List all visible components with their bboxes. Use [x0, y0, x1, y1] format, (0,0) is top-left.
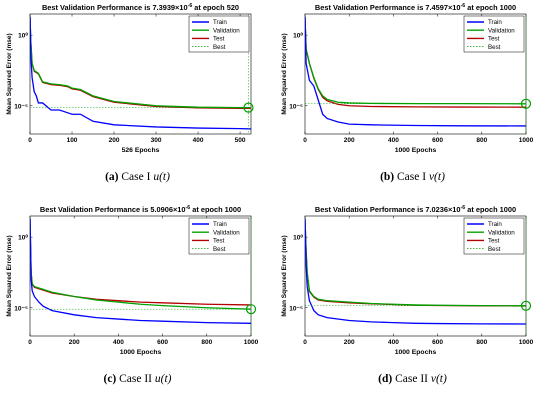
- caption-text: Case II: [392, 373, 431, 385]
- caption-text: Case I: [394, 171, 429, 183]
- chart-title: Best Validation Performance is 7.0236×10…: [315, 205, 516, 214]
- x-axis-label: 1000 Epochs: [395, 147, 437, 154]
- legend-label-validation: Validation: [213, 27, 240, 34]
- series-line-train: [305, 16, 526, 127]
- x-tick-label: 600: [432, 339, 443, 346]
- figure-caption: (d) Case II v(t): [275, 373, 550, 385]
- x-tick-label: 0: [303, 137, 307, 144]
- x-tick-label: 0: [28, 137, 32, 144]
- best-marker: [245, 304, 257, 315]
- y-axis-label: Mean Squared Error (mse): [6, 235, 13, 316]
- legend-label-validation: Validation: [213, 229, 240, 236]
- legend-label-train: Train: [488, 19, 502, 26]
- y-tick-label: 10⁻⁵: [14, 305, 28, 312]
- x-tick-label: 200: [344, 339, 355, 346]
- figure-caption: (a) Case I u(t): [0, 171, 275, 183]
- legend-label-test: Test: [488, 36, 500, 43]
- caption-label: (b): [380, 171, 395, 183]
- y-tick-label: 10⁰: [18, 234, 28, 242]
- chart-title: Best Validation Performance is 5.0906×10…: [40, 205, 241, 214]
- caption-label: (c): [103, 373, 117, 385]
- x-tick-label: 200: [344, 137, 355, 144]
- y-tick-label: 10⁰: [293, 234, 303, 242]
- x-tick-label: 0: [28, 339, 32, 346]
- caption-math: v(t): [428, 171, 445, 183]
- figure-caption: (c) Case II u(t): [0, 373, 275, 385]
- legend-label-best: Best: [488, 246, 501, 253]
- caption-text: Case II: [116, 373, 155, 385]
- series-line-validation: [305, 218, 526, 307]
- best-marker: [520, 300, 532, 311]
- caption-label: (d): [378, 373, 393, 385]
- y-tick-label: 10⁻⁵: [289, 305, 303, 312]
- best-marker: [243, 102, 254, 113]
- x-tick-label: 500: [235, 137, 246, 144]
- chart-panel-1: Best Validation Performance is 7.3939×10…: [6, 3, 254, 154]
- legend-label-best: Best: [213, 246, 226, 253]
- y-tick-label: 10⁰: [293, 32, 303, 40]
- x-tick-label: 100: [67, 137, 78, 144]
- y-tick-label: 10⁻⁵: [14, 103, 28, 110]
- caption-math: v(t): [430, 373, 447, 385]
- series-line-train: [305, 218, 526, 325]
- y-tick-label: 10⁻⁵: [289, 103, 303, 110]
- series-line-validation: [30, 218, 251, 310]
- legend-label-train: Train: [213, 19, 227, 26]
- series-line-validation: [30, 16, 251, 109]
- caption-text: Case I: [118, 171, 154, 183]
- legend-label-best: Best: [213, 44, 226, 51]
- x-tick-label: 400: [388, 339, 399, 346]
- legend-label-train: Train: [213, 221, 227, 228]
- legend-label-test: Test: [488, 238, 500, 245]
- chart-panel-3: Best Validation Performance is 5.0906×10…: [6, 205, 259, 356]
- caption-math: u(t): [153, 171, 170, 183]
- series-line-validation: [305, 16, 526, 105]
- x-tick-label: 800: [476, 339, 487, 346]
- x-tick-label: 400: [388, 137, 399, 144]
- chart-title: Best Validation Performance is 7.3939×10…: [42, 3, 239, 12]
- x-tick-label: 400: [113, 339, 124, 346]
- legend-label-best: Best: [488, 44, 501, 51]
- x-tick-label: 800: [201, 339, 212, 346]
- best-marker: [520, 98, 532, 109]
- x-tick-label: 300: [151, 137, 162, 144]
- chart-title: Best Validation Performance is 7.4597×10…: [315, 3, 516, 12]
- caption-math: u(t): [154, 373, 172, 385]
- x-axis-label: 1000 Epochs: [395, 349, 437, 356]
- x-tick-label: 1000: [519, 137, 534, 144]
- x-tick-label: 600: [432, 137, 443, 144]
- legend-label-train: Train: [488, 221, 502, 228]
- chart-panel-4: Best Validation Performance is 7.0236×10…: [281, 205, 534, 356]
- x-axis-label: 1000 Epochs: [120, 349, 162, 356]
- y-axis-label: Mean Squared Error (mse): [281, 235, 288, 316]
- y-axis-label: Mean Squared Error (mse): [281, 33, 288, 114]
- series-line-train: [30, 218, 251, 324]
- x-tick-label: 800: [476, 137, 487, 144]
- legend-label-test: Test: [213, 238, 225, 245]
- y-tick-label: 10⁰: [18, 32, 28, 40]
- x-tick-label: 200: [69, 339, 80, 346]
- x-tick-label: 1000: [519, 339, 534, 346]
- x-tick-label: 600: [157, 339, 168, 346]
- series-line-train: [30, 16, 251, 130]
- x-axis-label: 526 Epochs: [122, 147, 160, 154]
- x-tick-label: 400: [193, 137, 204, 144]
- legend-label-validation: Validation: [488, 229, 515, 236]
- x-tick-label: 200: [109, 137, 120, 144]
- legend-label-validation: Validation: [488, 27, 515, 34]
- chart-panel-2: Best Validation Performance is 7.4597×10…: [281, 3, 534, 154]
- caption-label: (a): [105, 171, 119, 183]
- legend-label-test: Test: [213, 36, 225, 43]
- x-tick-label: 0: [303, 339, 307, 346]
- x-tick-label: 1000: [244, 339, 259, 346]
- y-axis-label: Mean Squared Error (mse): [6, 33, 13, 114]
- figure-caption: (b) Case I v(t): [275, 171, 550, 183]
